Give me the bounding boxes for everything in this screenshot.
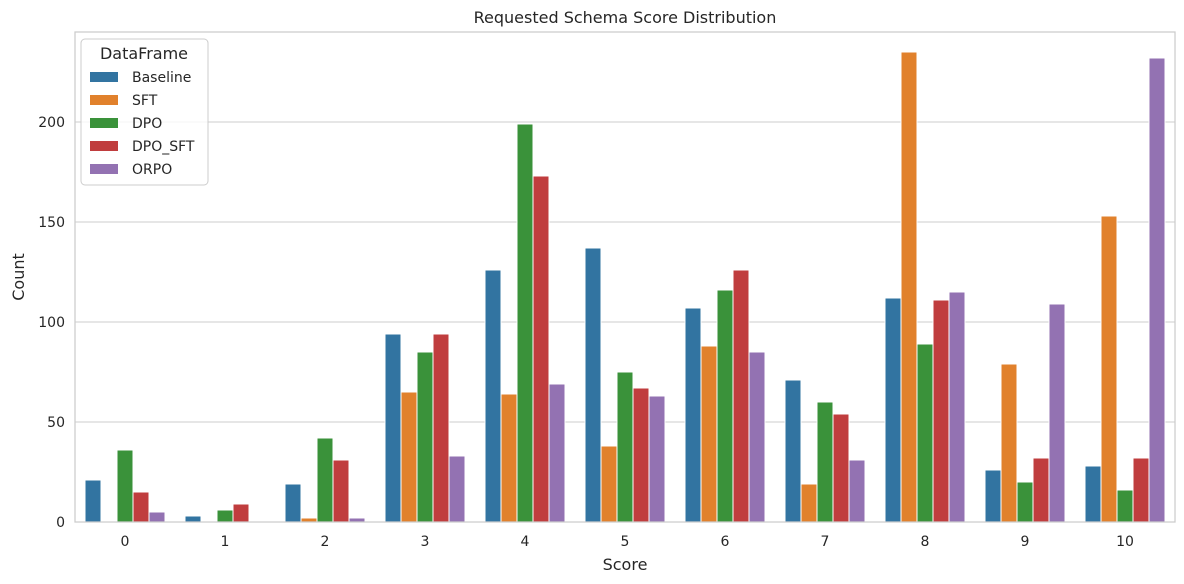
bar-orpo-score-6 xyxy=(748,351,766,523)
y-tick-label: 100 xyxy=(38,315,65,331)
bar-baseline-score-5 xyxy=(584,247,602,523)
bar-orpo-score-4 xyxy=(548,383,566,523)
bar-orpo-score-9 xyxy=(1048,303,1066,523)
bar-baseline-score-0 xyxy=(84,479,102,523)
bar-sft-score-6 xyxy=(700,345,718,523)
bar-sft-score-9 xyxy=(1000,363,1018,523)
x-tick-label: 8 xyxy=(921,534,930,550)
legend-label: Baseline xyxy=(132,70,191,86)
bar-dpo-score-5 xyxy=(616,371,634,523)
bar-dpo-sft-score-3 xyxy=(432,333,450,523)
bar-dpo-sft-score-1 xyxy=(232,503,250,523)
bar-orpo-score-10 xyxy=(1148,57,1166,523)
bar-sft-score-10 xyxy=(1100,215,1118,523)
legend-label: ORPO xyxy=(132,162,172,178)
bar-orpo-score-5 xyxy=(648,395,666,523)
x-tick-label: 5 xyxy=(621,534,630,550)
legend-title: DataFrame xyxy=(100,44,188,63)
bar-orpo-score-3 xyxy=(448,455,466,523)
chart-title: Requested Schema Score Distribution xyxy=(474,8,777,27)
legend-swatch xyxy=(90,164,118,174)
y-tick-label: 50 xyxy=(47,415,65,431)
bar-dpo-score-4 xyxy=(516,123,534,523)
bar-dpo-sft-score-2 xyxy=(332,459,350,523)
legend-label: DPO_SFT xyxy=(132,139,195,155)
y-tick-label: 200 xyxy=(38,115,65,131)
bar-sft-score-4 xyxy=(500,393,518,523)
bar-dpo-score-3 xyxy=(416,351,434,523)
bar-baseline-score-2 xyxy=(284,483,302,523)
legend-label: SFT xyxy=(132,93,158,109)
bar-dpo-score-0 xyxy=(116,449,134,523)
legend-swatch xyxy=(90,141,118,151)
bar-baseline-score-7 xyxy=(784,379,802,523)
x-tick-label: 1 xyxy=(221,534,230,550)
bar-baseline-score-1 xyxy=(184,515,202,523)
bar-dpo-sft-score-9 xyxy=(1032,457,1050,523)
x-tick-label: 9 xyxy=(1021,534,1030,550)
bar-dpo-sft-score-4 xyxy=(532,175,550,523)
x-tick-label: 10 xyxy=(1116,534,1134,550)
bar-dpo-score-1 xyxy=(216,509,234,523)
bar-dpo-score-7 xyxy=(816,401,834,523)
bar-baseline-score-9 xyxy=(984,469,1002,523)
bar-baseline-score-4 xyxy=(484,269,502,523)
x-tick-label: 0 xyxy=(121,534,130,550)
x-axis-title: Score xyxy=(603,555,648,574)
x-tick-label: 7 xyxy=(821,534,830,550)
bar-baseline-score-8 xyxy=(884,297,902,523)
legend: DataFrame Baseline SFT DPO DPO_SFT ORPO xyxy=(80,38,209,186)
bar-sft-score-3 xyxy=(400,391,418,523)
bar-orpo-score-0 xyxy=(148,511,166,523)
bar-baseline-score-3 xyxy=(384,333,402,523)
bar-dpo-score-2 xyxy=(316,437,334,523)
bar-dpo-score-9 xyxy=(1016,481,1034,523)
x-tick-label: 4 xyxy=(521,534,530,550)
legend-swatch xyxy=(90,95,118,105)
bar-dpo-score-8 xyxy=(916,343,934,523)
bar-dpo-sft-score-0 xyxy=(132,491,150,523)
bar-orpo-score-7 xyxy=(848,459,866,523)
bar-dpo-sft-score-10 xyxy=(1132,457,1150,523)
x-tick-label: 3 xyxy=(421,534,430,550)
legend-label: DPO xyxy=(132,116,162,132)
bar-dpo-score-6 xyxy=(716,289,734,523)
bar-dpo-sft-score-8 xyxy=(932,299,950,523)
bar-sft-score-7 xyxy=(800,483,818,523)
bar-dpo-score-10 xyxy=(1116,489,1134,523)
y-tick-label: 150 xyxy=(38,215,65,231)
bar-dpo-sft-score-7 xyxy=(832,413,850,523)
x-tick-label: 2 xyxy=(321,534,330,550)
bar-baseline-score-10 xyxy=(1084,465,1102,523)
y-tick-label: 0 xyxy=(56,515,65,531)
bar-orpo-score-8 xyxy=(948,291,966,523)
legend-swatch xyxy=(90,72,118,82)
bar-dpo-sft-score-5 xyxy=(632,387,650,523)
bar-sft-score-8 xyxy=(900,51,918,523)
bar-sft-score-5 xyxy=(600,445,618,523)
x-tick-label: 6 xyxy=(721,534,730,550)
bar-dpo-sft-score-6 xyxy=(732,269,750,523)
legend-swatch xyxy=(90,118,118,128)
bar-baseline-score-6 xyxy=(684,307,702,523)
plot-frame xyxy=(74,31,1176,523)
y-axis-title: Count xyxy=(9,253,28,301)
